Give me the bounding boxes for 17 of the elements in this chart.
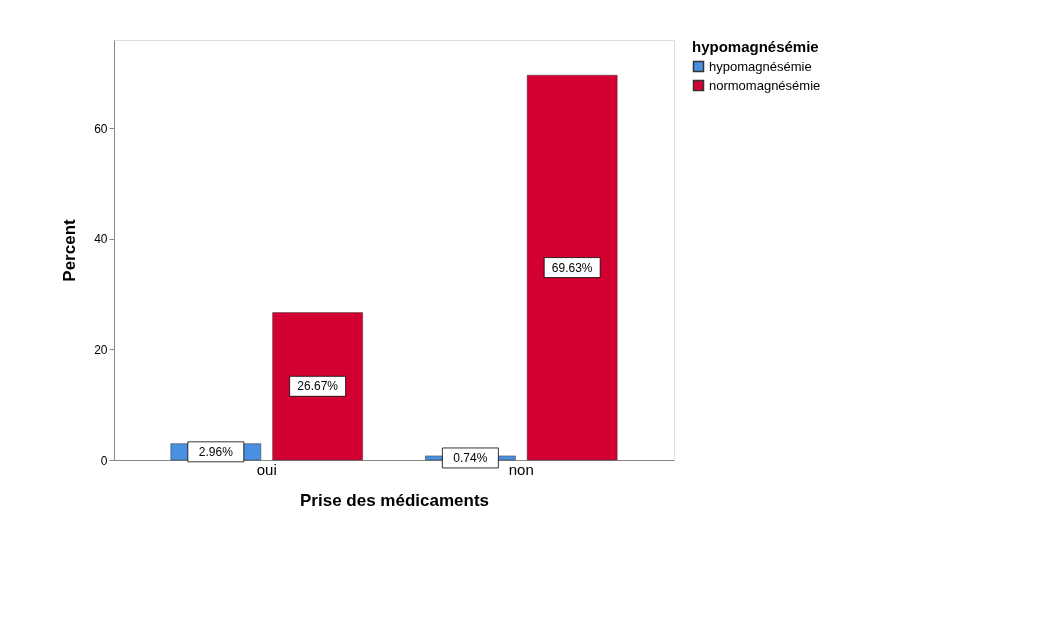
data-label: 69.63%	[551, 260, 593, 275]
y-tick-label: 0	[100, 453, 108, 468]
x-tick-label: oui	[256, 460, 277, 478]
data-label: 26.67%	[297, 379, 339, 394]
legend-title: hypomagnésémie	[692, 38, 819, 55]
data-label: 2.96%	[198, 444, 234, 459]
data-label: 0.74%	[453, 450, 488, 465]
bar	[526, 74, 618, 461]
legend-label: hypomagnésémie	[709, 58, 812, 74]
y-tick-label: 60	[94, 121, 108, 136]
y-axis-title: Percent	[60, 218, 80, 282]
y-tick-label: 40	[94, 232, 108, 247]
legend-label: normomagnésémie	[709, 77, 821, 93]
x-tick-label: non	[508, 460, 534, 478]
x-axis-title: Prise des médicaments	[300, 490, 489, 510]
y-tick-label: 20	[94, 342, 108, 357]
bar	[272, 312, 363, 461]
